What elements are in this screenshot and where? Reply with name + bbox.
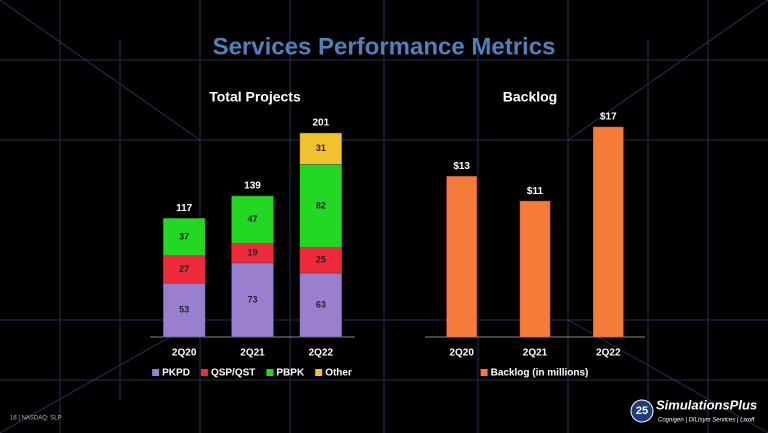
total-label: 201 xyxy=(312,118,329,129)
bar-segment xyxy=(162,218,206,257)
bar-segment xyxy=(231,195,274,244)
chart-title: Total Projects xyxy=(209,89,301,105)
total-label: 117 xyxy=(176,203,193,214)
segment-label: 27 xyxy=(179,264,189,274)
segment-label: 37 xyxy=(179,231,189,241)
x-tick-label: 2Q21 xyxy=(523,348,548,359)
legend-swatch xyxy=(315,369,323,376)
legend-swatch xyxy=(480,369,488,376)
x-tick-label: 2Q20 xyxy=(172,348,197,359)
legend-label: PKPD xyxy=(162,368,190,379)
segment-label: 73 xyxy=(247,294,257,304)
footer: 16 | NASDAQ: SLP xyxy=(10,416,62,422)
bar-segment xyxy=(299,272,343,338)
segment-label: 53 xyxy=(179,304,189,314)
bar-segment xyxy=(299,247,343,274)
bar-segment xyxy=(299,132,343,165)
legend-swatch xyxy=(152,369,160,376)
x-tick-label: 2Q21 xyxy=(240,348,265,359)
logo-name: SimulationsPlus xyxy=(656,397,757,412)
segment-label: 31 xyxy=(316,143,326,153)
segment-label: 47 xyxy=(247,214,257,224)
chart-title: Backlog xyxy=(503,89,557,105)
legend-label: Backlog (in millions) xyxy=(491,368,589,379)
segment-label: 25 xyxy=(316,255,326,265)
segment-label: 19 xyxy=(247,248,257,258)
logo-badge: 25 xyxy=(636,405,648,417)
bar xyxy=(593,126,624,338)
x-tick-label: 2Q22 xyxy=(309,348,334,359)
segment-label: 82 xyxy=(316,200,326,210)
value-label: $11 xyxy=(527,186,544,197)
bar-segment xyxy=(231,262,274,338)
value-label: $17 xyxy=(600,112,617,123)
legend-label: Other xyxy=(325,368,352,379)
bar xyxy=(446,176,477,338)
legend-label: PBPK xyxy=(276,368,305,379)
bar xyxy=(519,200,551,338)
segment-label: 63 xyxy=(316,299,326,309)
legend-swatch xyxy=(200,369,208,376)
logo-badge-shape xyxy=(630,399,654,423)
value-label: $13 xyxy=(453,161,470,172)
legend-label: QSP/QST xyxy=(211,368,255,379)
bar-segment xyxy=(162,255,206,284)
total-label: 139 xyxy=(244,181,261,192)
legend-swatch xyxy=(266,369,274,376)
x-tick-label: 2Q22 xyxy=(596,348,621,359)
logo-tagline: Cognigen | DILIsym Services | Lixoft xyxy=(658,418,755,424)
slide-title: Services Performance Metrics xyxy=(213,33,556,60)
x-tick-label: 2Q20 xyxy=(449,348,474,359)
